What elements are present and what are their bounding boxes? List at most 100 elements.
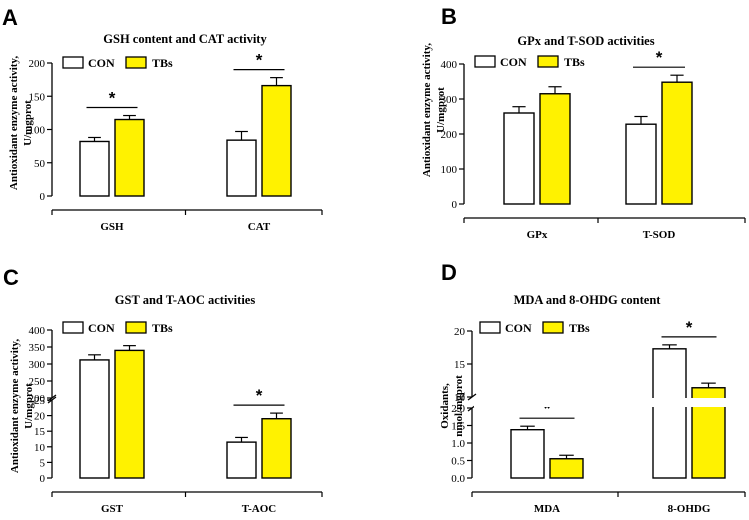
y-tick-label: 0 [40,191,46,203]
x-category-label: GST [101,503,124,515]
panel-b: B GPx and T-SOD activities Antioxidant enz… [421,4,746,241]
legend-swatch-tbs [542,321,564,334]
legend-swatch-con [62,56,84,69]
bar-tbs-gst [114,349,145,479]
x-category-label: CAT [248,221,271,233]
legend-label-con: CON [505,321,532,335]
y-tick-label: 200 [29,58,46,70]
panel-c: C GST and T-AOC activities Antioxidant enz… [3,265,323,515]
significance-star: * [686,318,693,337]
y-tick-label: 15 [34,426,46,438]
x-category-label: GSH [100,221,124,233]
legend-label-con: CON [88,56,115,70]
x-category-label: GPx [527,229,548,241]
y-tick-label: 200 [441,129,458,141]
x-category-label: MDA [534,503,560,515]
legend-label-con: CON [88,321,115,335]
panel-d: D MDA and 8-OHDG content Oxidants, nmol/mgp… [439,260,747,515]
y-tick-label: 50 [34,158,46,170]
y-tick-label: 0.0 [451,473,465,485]
legend-swatch-con [62,321,84,334]
y-tick-label: 300 [29,359,46,371]
y-tick-label: 10 [454,392,466,404]
bar-con-t-aoc [226,441,257,479]
x-category-label: T-AOC [242,503,276,515]
legend-label-con: CON [500,55,527,69]
y-axis-label-line: U/mgprot [435,87,447,133]
legend-swatch-tbs [125,56,147,69]
significance-star: * [256,51,263,70]
y-axis-label: Antioxidant enzyme activity, U/mgprot [421,43,447,177]
bar-con-gst [79,359,110,479]
y-tick-label: 0.5 [451,456,465,468]
x-category-label: T-SOD [643,229,676,241]
y-axis-label: Antioxidant enzyme activity, U/mgprot [8,56,34,190]
panel-letter: A [2,5,18,30]
y-tick-label: 0 [40,473,46,485]
y-axis-label-line: Antioxidant enzyme activity, [421,43,433,177]
y-axis-label: Oxidants, nmol/mgprot [439,375,465,437]
panel-title: GPx and T-SOD activities [517,34,654,48]
y-axis-label-line: Antioxidant enzyme activity, [9,339,21,473]
axis-break-gap [474,398,747,407]
y-axis-label-line: U/mgprot [22,100,34,146]
legend-label-tbs: TBs [152,321,173,335]
y-tick-label: 250 [29,376,46,388]
legend-swatch-con [474,55,496,68]
bar-con-cat [226,139,257,197]
panel-title: GSH content and CAT activity [103,32,267,46]
legend-label-tbs: TBs [564,55,585,69]
y-tick-label: 1.5 [451,421,465,433]
y-tick-label: 100 [441,164,458,176]
y-tick-label: 150 [29,91,46,103]
panel-letter: B [441,4,457,29]
bar-con-gpx [503,112,535,205]
bar-tbs-cat [261,84,292,197]
panel-a: A GSH content and CAT activity Antioxidant… [2,5,323,233]
bar-con-t-sod [625,123,657,205]
x-category-label: 8-OHDG [668,503,711,515]
legend-label-tbs: TBs [569,321,590,335]
significance-star: * [544,399,551,418]
bar-con-mda [510,429,545,479]
y-tick-label: 10 [34,442,46,454]
y-axis-label: Antioxidant enzyme activity, U/mgprot [9,339,35,473]
y-tick-label: 400 [441,59,458,71]
bar-tbs-mda [549,458,584,479]
y-tick-label: 100 [29,125,46,137]
y-axis-label-line: nmol/mgprot [453,375,465,437]
panel-title: MDA and 8-OHDG content [514,293,662,307]
bar-tbs-t-sod [661,81,693,205]
legend-swatch-tbs [537,55,559,68]
y-tick-label: 2.0 [451,403,465,415]
bar-tbs-gpx [539,93,571,205]
y-tick-label: 1.0 [451,438,465,450]
y-tick-label: 300 [441,94,458,106]
legend-label-tbs: TBs [152,56,173,70]
y-tick-label: 400 [29,325,46,337]
y-axis-label-line: Antioxidant enzyme activity, [8,56,20,190]
bar-tbs-t-aoc [261,418,292,479]
panel-letter: D [441,260,457,285]
bar-con-gsh [79,140,110,197]
legend-swatch-con [479,321,501,334]
panel-letter: C [3,265,19,290]
y-axis-label-line: U/mgprot [23,383,35,429]
significance-star: * [109,89,116,108]
bar-tbs-gsh [114,118,145,197]
legend-swatch-tbs [125,321,147,334]
y-axis-label-line: Oxidants, [439,383,451,429]
y-tick-label: 20 [454,326,466,338]
y-tick-label: 0 [452,199,458,211]
y-tick-label: 5 [40,457,46,469]
significance-star: * [256,386,263,405]
bar-con-8-ohdg [652,348,687,479]
y-tick-label: 20 [34,411,46,423]
significance-star: * [656,48,663,67]
y-tick-label: 25 [34,395,46,407]
y-tick-label: 350 [29,342,46,354]
y-tick-label: 200 [29,393,46,405]
y-tick-label: 15 [454,359,466,371]
panel-title: GST and T-AOC activities [115,293,256,307]
